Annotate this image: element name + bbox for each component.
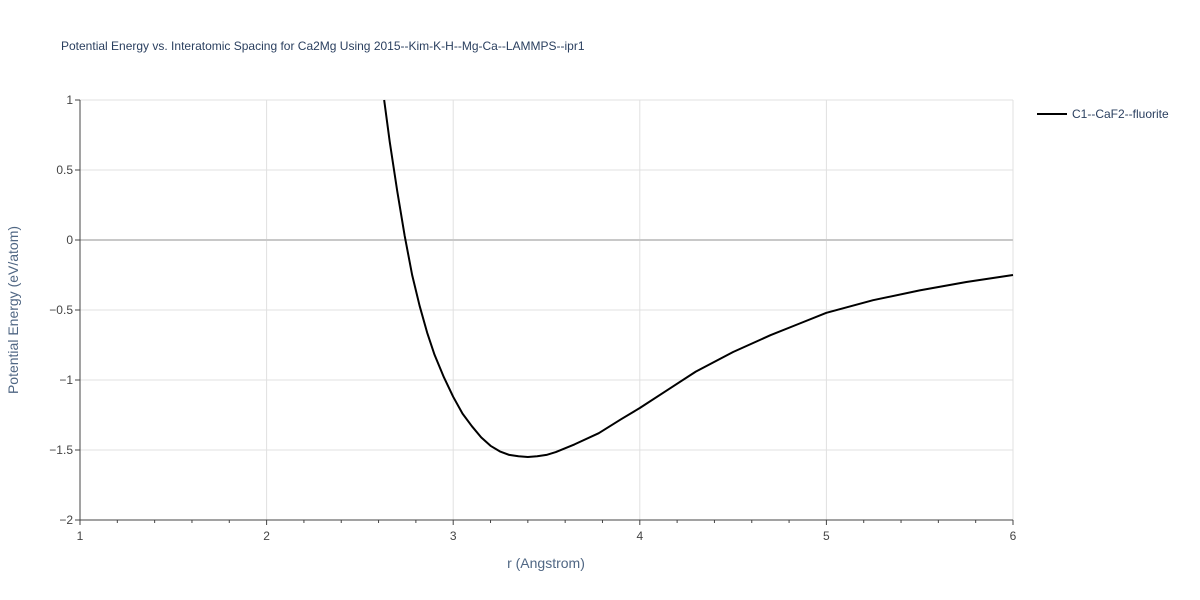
y-axis-title: Potential Energy (eV/atom) [5,226,21,394]
series-line [383,99,1014,458]
y-tick-label: 0 [66,233,73,247]
x-tick-label: 2 [263,529,270,543]
y-tick-label: −1.5 [49,443,73,457]
y-tick-label: 0.5 [56,163,73,177]
x-tick-label: 4 [636,529,643,543]
legend-label: C1--CaF2--fluorite [1072,107,1169,121]
gridlines [80,99,1014,520]
series-layer [383,99,1014,458]
y-tick-label: −2 [59,513,73,527]
y-tick-label: −1 [59,373,73,387]
y-tick-label: −0.5 [49,303,73,317]
legend[interactable]: C1--CaF2--fluorite [1037,107,1169,121]
x-axis-title: r (Angstrom) [507,555,585,571]
x-tick-label: 3 [450,529,457,543]
x-tick-label: 5 [823,529,830,543]
axes: 1 2 3 4 5 6 −2 −1.5 −1 −0.5 0 0.5 1 [49,93,1016,543]
chart-title: Potential Energy vs. Interatomic Spacing… [61,39,585,53]
y-tick-label: 1 [66,93,73,107]
x-tick-label: 6 [1010,529,1017,543]
x-tick-label: 1 [77,529,84,543]
